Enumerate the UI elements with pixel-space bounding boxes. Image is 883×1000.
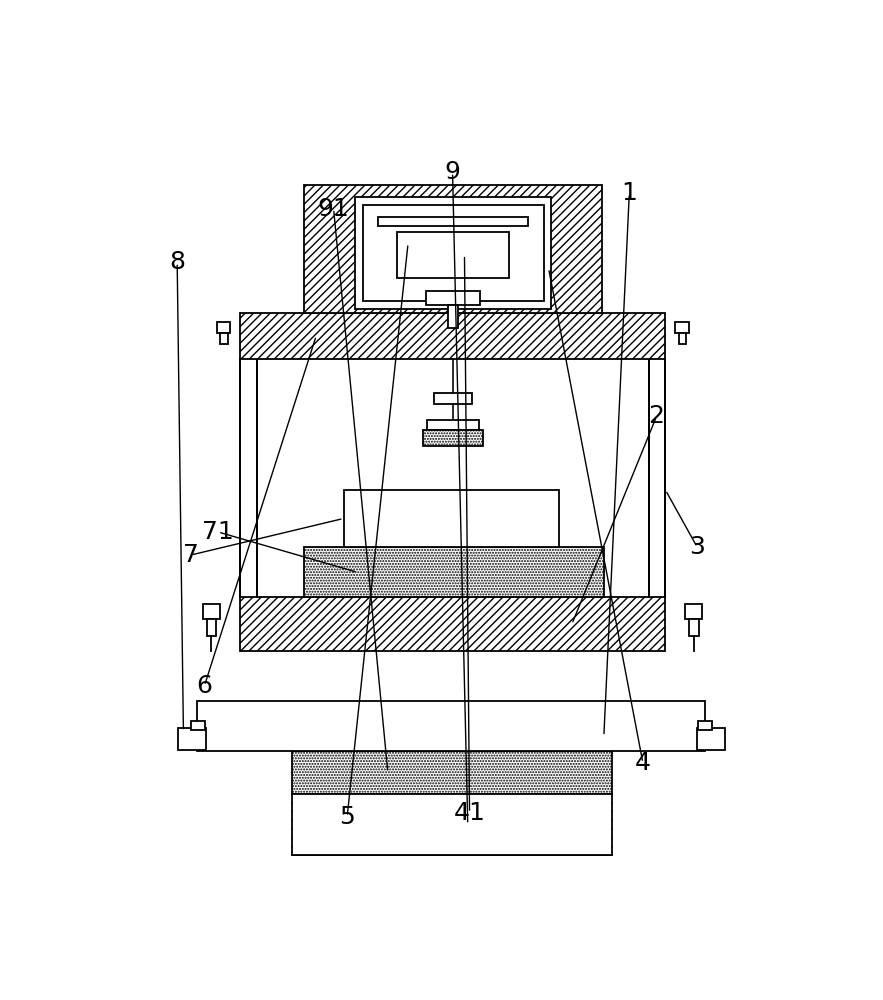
Bar [426,291,479,305]
Text: 3: 3 [690,535,706,559]
Bar [304,547,604,597]
Text: 7: 7 [183,543,199,567]
Text: 4: 4 [635,751,651,775]
Bar [426,420,479,430]
Bar [355,197,552,309]
Bar [378,217,528,226]
Bar [191,721,205,730]
Bar [239,312,666,359]
Text: 5: 5 [339,805,355,829]
Bar [292,751,612,794]
Bar [292,794,612,855]
Bar [343,490,559,547]
Bar [197,701,706,751]
Bar [423,430,483,446]
Bar [685,604,702,619]
Bar [448,305,458,328]
Text: 8: 8 [170,250,185,274]
Bar [207,619,215,636]
Bar [678,333,686,344]
Text: 1: 1 [622,181,638,205]
Bar [239,597,666,651]
Bar [203,604,220,619]
Text: 6: 6 [196,674,213,698]
Bar [434,393,472,404]
Bar [698,721,712,730]
Text: 41: 41 [454,801,486,825]
Bar [216,322,230,333]
Bar [397,232,509,278]
Text: 71: 71 [202,520,234,544]
Text: 2: 2 [648,404,665,428]
Bar [304,185,602,312]
Bar [363,205,544,301]
Bar [697,728,725,750]
Text: 91: 91 [318,197,350,221]
Bar [178,728,206,750]
Bar [221,333,228,344]
Text: 9: 9 [445,160,460,184]
Bar [675,322,689,333]
Bar [690,619,698,636]
